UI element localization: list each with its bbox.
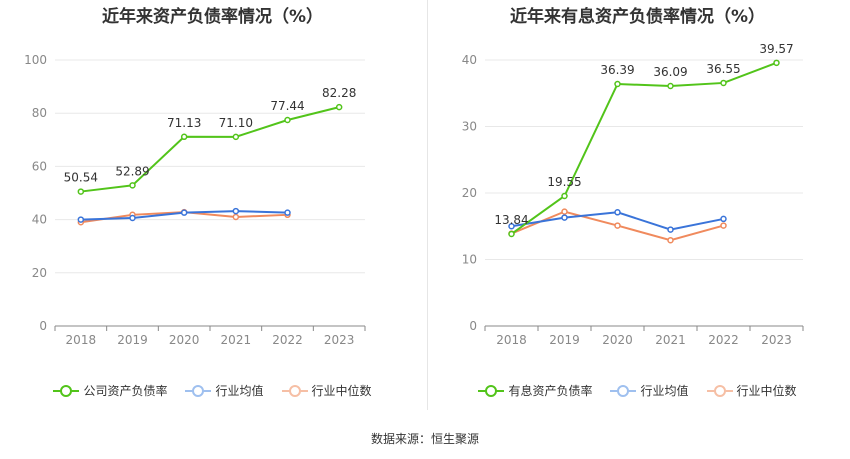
x-tick-label: 2022 bbox=[272, 333, 303, 347]
data-label: 36.09 bbox=[653, 65, 687, 79]
legend-item-median[interactable]: 行业中位数 bbox=[706, 382, 797, 399]
legend-line-marker-icon bbox=[610, 384, 637, 398]
left-chart-title: 近年来资产负债率情况（%） bbox=[101, 7, 324, 27]
y-tick-label: 80 bbox=[32, 106, 47, 120]
x-tick-label: 2021 bbox=[221, 333, 252, 347]
data-point-avg bbox=[508, 223, 515, 230]
data-label: 82.28 bbox=[322, 86, 356, 100]
x-tick-label: 2018 bbox=[496, 333, 527, 347]
x-tick-label: 2021 bbox=[655, 333, 686, 347]
legend-label: 行业中位数 bbox=[736, 384, 797, 398]
data-point-company bbox=[773, 59, 780, 67]
legend-item-avg[interactable]: 行业均值 bbox=[610, 382, 689, 399]
data-point-company bbox=[77, 188, 85, 195]
x-tick-label: 2018 bbox=[66, 333, 97, 347]
data-label: 50.54 bbox=[64, 171, 98, 185]
data-point-avg bbox=[667, 226, 674, 233]
data-point-avg bbox=[284, 209, 291, 216]
data-point-avg bbox=[720, 215, 727, 223]
x-tick-label: 2019 bbox=[549, 333, 580, 347]
data-point-avg bbox=[180, 209, 188, 216]
right-chart-panel: 近年来有息资产负债率情况（%） 0 10 20 30 40 2018 2019 2020 202… bbox=[425, 0, 850, 420]
y-tick-label: 20 bbox=[32, 266, 47, 280]
legend-line-marker-icon bbox=[53, 384, 80, 398]
legend-label: 行业均值 bbox=[215, 384, 264, 398]
data-point-median bbox=[614, 222, 621, 229]
data-point-avg bbox=[232, 207, 240, 215]
right-chart-plot: 0 10 20 30 40 2018 2019 2020 2021 2022 2023 13.84 19… bbox=[462, 42, 804, 347]
data-point-avg bbox=[614, 209, 621, 216]
data-label: 71.10 bbox=[219, 116, 253, 130]
data-point-company bbox=[284, 116, 291, 124]
data-point-company bbox=[561, 192, 568, 200]
legend-label: 行业中位数 bbox=[311, 384, 372, 398]
data-point-company bbox=[508, 230, 515, 238]
series-line-company bbox=[80, 106, 340, 193]
data-point-avg bbox=[77, 216, 85, 223]
data-point-company bbox=[180, 133, 188, 141]
data-point-median bbox=[561, 208, 568, 215]
legend-label: 行业均值 bbox=[640, 384, 689, 398]
legend-item-company[interactable]: 有息资产负债率 bbox=[478, 382, 592, 399]
data-label: 52.89 bbox=[115, 164, 149, 178]
data-label: 36.39 bbox=[600, 63, 634, 77]
legend-label: 有息资产负债率 bbox=[508, 384, 593, 398]
data-point-company bbox=[129, 182, 136, 189]
data-source-note: 数据来源：恒生聚源 bbox=[370, 432, 479, 446]
x-tick-label: 2020 bbox=[169, 333, 200, 347]
data-label: 36.55 bbox=[706, 62, 740, 76]
x-tick-label: 2022 bbox=[708, 333, 739, 347]
x-tick-label: 2023 bbox=[761, 333, 792, 347]
data-point-median bbox=[232, 213, 240, 221]
legend-item-company[interactable]: 公司资产负债率 bbox=[53, 382, 167, 399]
data-point-company bbox=[232, 133, 240, 141]
y-tick-label: 100 bbox=[24, 53, 47, 67]
data-label: 13.84 bbox=[494, 213, 528, 227]
data-label: 71.13 bbox=[167, 116, 201, 130]
left-chart-legend: 公司资产负债率 行业均值 行业中位数 bbox=[0, 382, 425, 399]
legend-item-avg[interactable]: 行业均值 bbox=[185, 382, 264, 399]
legend-label: 公司资产负债率 bbox=[83, 384, 168, 398]
legend-line-marker-icon bbox=[478, 384, 505, 398]
x-tick-label: 2023 bbox=[324, 333, 355, 347]
left-chart-panel: 近年来资产负债率情况（%） 0 20 40 60 80 100 2018 2019 2020 20… bbox=[0, 0, 425, 420]
data-label: 77.44 bbox=[270, 99, 304, 113]
legend-line-marker-icon bbox=[281, 384, 308, 398]
right-chart-title: 近年来有息资产负债率情况（%） bbox=[509, 7, 766, 27]
data-point-avg bbox=[561, 214, 568, 221]
y-tick-label: 20 bbox=[462, 186, 477, 200]
series-line-company bbox=[510, 61, 777, 235]
data-point-median bbox=[667, 236, 674, 244]
data-label: 39.57 bbox=[759, 42, 793, 56]
data-point-company bbox=[614, 80, 621, 88]
right-chart-legend: 有息资产负债率 行业均值 行业中位数 bbox=[425, 382, 850, 399]
data-label: 19.55 bbox=[547, 175, 581, 189]
left-chart-plot: 0 20 40 60 80 100 2018 2019 2020 2021 2022 2023 50.5… bbox=[24, 53, 366, 347]
legend-item-median[interactable]: 行业中位数 bbox=[281, 382, 372, 399]
y-tick-label: 0 bbox=[469, 319, 477, 333]
panel-divider bbox=[427, 0, 428, 410]
x-tick-label: 2020 bbox=[602, 333, 633, 347]
y-tick-label: 30 bbox=[462, 120, 477, 134]
legend-line-marker-icon bbox=[706, 384, 733, 398]
y-tick-label: 60 bbox=[32, 159, 47, 173]
data-point-avg bbox=[129, 214, 136, 222]
x-tick-label: 2019 bbox=[117, 333, 148, 347]
data-point-company bbox=[667, 82, 674, 90]
legend-line-marker-icon bbox=[185, 384, 212, 398]
y-tick-label: 40 bbox=[32, 213, 47, 227]
data-point-company bbox=[720, 79, 727, 87]
y-tick-label: 40 bbox=[462, 53, 477, 67]
data-point-company bbox=[335, 103, 343, 111]
y-tick-label: 0 bbox=[39, 319, 47, 333]
data-point-median bbox=[720, 222, 727, 229]
y-tick-label: 10 bbox=[462, 253, 477, 267]
